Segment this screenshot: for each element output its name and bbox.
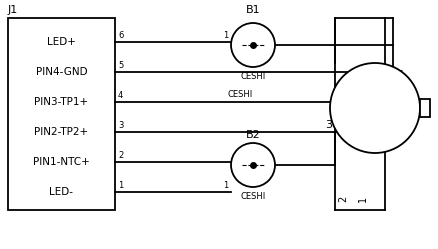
Text: B1: B1 [246,5,260,15]
Text: CESHI: CESHI [240,192,265,201]
Text: 4: 4 [396,70,403,80]
Text: J1: J1 [8,5,18,15]
Text: 4: 4 [118,91,123,100]
Text: 2: 2 [118,151,123,160]
Text: 3: 3 [325,120,332,130]
Text: CESHI: CESHI [227,90,253,99]
Circle shape [231,23,275,67]
Text: 5: 5 [118,61,123,70]
Text: PIN2-TP2+: PIN2-TP2+ [35,127,88,137]
Text: G: G [399,103,407,113]
Text: PIN1-NTC+: PIN1-NTC+ [33,157,90,167]
Text: PIN3-TP1+: PIN3-TP1+ [35,97,88,107]
Text: 1: 1 [223,181,228,190]
Circle shape [231,143,275,187]
Text: B2: B2 [246,130,260,140]
Text: ntc: ntc [381,102,389,114]
Text: LED-: LED- [49,187,74,197]
Text: 2: 2 [338,196,348,202]
Text: 3: 3 [118,121,124,130]
Text: 1: 1 [118,181,123,190]
FancyBboxPatch shape [8,18,115,210]
Text: LED+: LED+ [47,37,76,47]
Text: tp2 tp1: tp2 tp1 [354,94,364,122]
Text: 1: 1 [358,196,368,202]
Text: 1: 1 [223,31,228,40]
Text: PIN4-GND: PIN4-GND [35,67,87,77]
Text: 6: 6 [118,31,124,40]
Circle shape [330,63,420,153]
FancyBboxPatch shape [420,99,430,117]
Text: CESHI: CESHI [240,72,265,81]
